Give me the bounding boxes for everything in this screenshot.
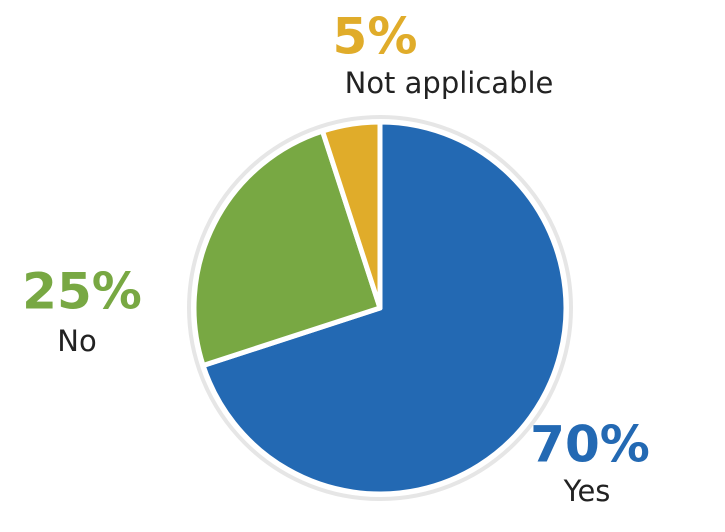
pie-slice bbox=[320, 119, 383, 311]
value-label: 25% bbox=[22, 263, 142, 321]
value-label: 5% bbox=[333, 8, 418, 66]
pie-slice bbox=[200, 119, 569, 497]
value-label: 70% bbox=[530, 416, 650, 474]
category-label: Not applicable bbox=[345, 66, 554, 100]
category-label: Yes bbox=[563, 474, 611, 508]
pie-ring bbox=[187, 115, 573, 501]
category-label: No bbox=[57, 324, 96, 358]
pie-slice bbox=[191, 128, 383, 368]
